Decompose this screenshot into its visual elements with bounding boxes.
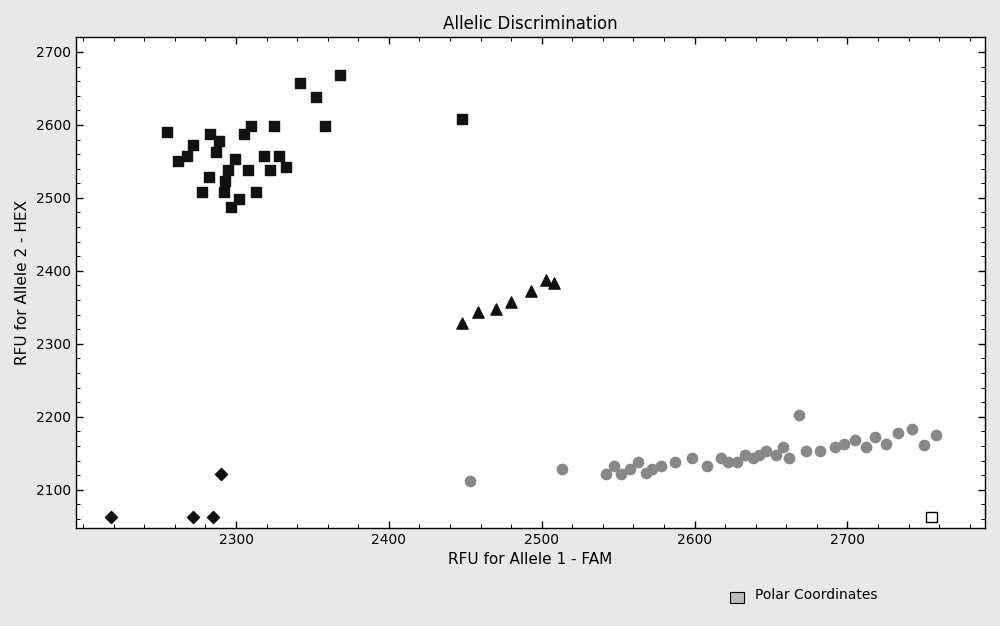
Point [185, 140, 201, 150]
Point [798, 446, 814, 456]
Point [644, 464, 660, 475]
Point [878, 439, 894, 449]
Point [170, 156, 186, 167]
Point [904, 424, 920, 434]
Point [827, 443, 843, 453]
Point [630, 457, 646, 467]
Point [454, 319, 470, 329]
Point [231, 194, 247, 204]
Point [598, 469, 614, 479]
Point [745, 453, 761, 463]
Point [503, 297, 519, 307]
Point [684, 453, 700, 463]
Point [699, 461, 715, 471]
Point [638, 468, 654, 478]
Point [205, 512, 221, 522]
Point [546, 279, 562, 289]
Point [243, 121, 259, 131]
Point [308, 92, 324, 102]
Point [812, 446, 828, 456]
Point [454, 114, 470, 124]
Point [220, 165, 236, 175]
Point [317, 121, 333, 131]
Point [240, 165, 256, 175]
X-axis label: RFU for Allele 1 - FAM: RFU for Allele 1 - FAM [448, 552, 612, 567]
Point [729, 457, 745, 467]
Point [236, 129, 252, 139]
Point [248, 187, 264, 197]
Point [737, 449, 753, 459]
Point [462, 476, 478, 486]
Point [217, 176, 233, 186]
Point [928, 430, 944, 440]
Point [836, 439, 852, 449]
Point [216, 187, 232, 197]
Point [775, 443, 791, 453]
Point [758, 446, 774, 456]
Point [538, 275, 554, 285]
Point [847, 435, 863, 445]
Point [179, 151, 195, 161]
Text: Polar Coordinates: Polar Coordinates [755, 588, 878, 602]
Point [713, 453, 729, 463]
Point [924, 512, 940, 522]
Point [201, 172, 217, 182]
Point [262, 165, 278, 175]
Point [470, 307, 486, 317]
Point [292, 78, 308, 88]
Point [720, 457, 736, 467]
Point [622, 464, 638, 475]
Point [488, 304, 504, 314]
Y-axis label: RFU for Allele 2 - HEX: RFU for Allele 2 - HEX [15, 200, 30, 365]
Point [867, 431, 883, 441]
Point [554, 464, 570, 475]
Point [332, 70, 348, 80]
Point [213, 469, 229, 479]
Point [523, 285, 539, 295]
Point [916, 439, 932, 449]
Point [613, 469, 629, 479]
Point [223, 202, 239, 212]
Point [103, 512, 119, 522]
Point [227, 154, 243, 164]
Point [278, 162, 294, 172]
Point [159, 127, 175, 137]
Point [256, 151, 272, 161]
Point [606, 461, 622, 471]
Point [194, 187, 210, 197]
Point [185, 512, 201, 522]
Point [890, 428, 906, 438]
Point [271, 151, 287, 161]
Point [653, 461, 669, 471]
Point [211, 136, 227, 146]
Point [667, 457, 683, 467]
Point [266, 121, 282, 131]
Point [858, 443, 874, 453]
Point [751, 449, 767, 459]
Point [202, 129, 218, 139]
Title: Allelic Discrimination: Allelic Discrimination [443, 15, 618, 33]
Point [781, 453, 797, 463]
Point [768, 449, 784, 459]
Point [208, 147, 224, 157]
Point [791, 409, 807, 419]
